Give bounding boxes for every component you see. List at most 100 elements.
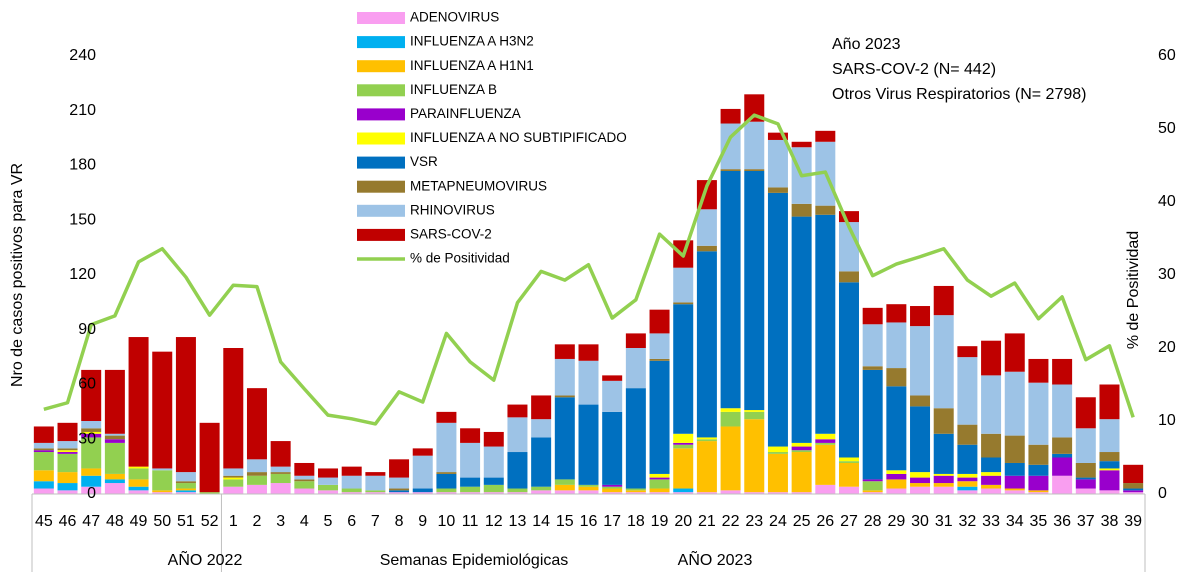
bar-segment xyxy=(910,483,931,487)
bar-segment xyxy=(128,468,149,480)
bar-segment xyxy=(483,477,504,485)
bar-segment xyxy=(104,473,125,480)
bar-segment xyxy=(460,442,481,478)
bar-segment xyxy=(104,439,125,443)
bar-segment xyxy=(246,388,267,460)
bar-segment xyxy=(1123,483,1144,489)
bar-segment xyxy=(104,483,125,494)
bar-segment xyxy=(838,462,859,487)
bar-segment xyxy=(1099,419,1120,453)
bar-segment xyxy=(33,452,54,471)
bar-segment xyxy=(104,435,125,440)
bar-segment xyxy=(128,337,149,467)
bar-segment xyxy=(910,486,931,494)
legend-swatch xyxy=(357,204,405,217)
bar-segment xyxy=(531,395,552,420)
bar-segment xyxy=(791,141,812,148)
x-tick-label: 10 xyxy=(438,513,456,530)
bar-segment xyxy=(554,397,575,480)
x-tick-label: 35 xyxy=(1030,513,1048,530)
x-tick-label: 9 xyxy=(418,513,427,530)
bar-segment xyxy=(436,473,457,489)
bar-segment xyxy=(57,450,78,453)
y2-tick-label: 50 xyxy=(1158,120,1176,137)
bar-segment xyxy=(365,475,386,491)
bar-segment xyxy=(791,442,812,447)
bar-segment xyxy=(507,404,528,418)
bar-segment xyxy=(862,366,883,370)
bar-segment xyxy=(1028,358,1049,383)
bar-segment xyxy=(957,444,978,474)
bar-segment xyxy=(720,411,741,427)
x-tick-label: 13 xyxy=(509,513,527,530)
bar-segment xyxy=(128,479,149,487)
bar-segment xyxy=(1052,384,1073,438)
bar-segment xyxy=(412,492,433,494)
bar-segment xyxy=(720,426,741,491)
y2-tick-label: 60 xyxy=(1158,47,1176,64)
bar-segment xyxy=(791,452,812,493)
bar-segment xyxy=(1123,464,1144,484)
bar-segment xyxy=(175,472,196,482)
y-tick-label: 150 xyxy=(69,211,96,228)
bar-segment xyxy=(1028,444,1049,465)
y-axis-title: Nro de casos positivos para VR xyxy=(9,163,26,387)
bar-segment xyxy=(412,455,433,489)
x-tick-label: 48 xyxy=(106,513,124,530)
bar-segment xyxy=(460,486,481,493)
bar-segment xyxy=(554,479,575,485)
bar-segment xyxy=(862,481,883,491)
legend-label: INFLUENZA A H1N1 xyxy=(410,58,534,73)
bar-segment xyxy=(1099,461,1120,469)
bar-segment xyxy=(981,475,1002,485)
annotation: Otros Virus Respiratorios (N= 2798) xyxy=(832,86,1086,103)
bar-segment xyxy=(365,472,386,476)
bar-segment xyxy=(1052,453,1073,458)
bar-segment xyxy=(696,209,717,246)
bar-segment xyxy=(578,486,599,491)
bar-segment xyxy=(389,488,410,491)
bar-segment xyxy=(673,267,694,303)
bar-segment xyxy=(886,473,907,480)
bar-segment xyxy=(696,437,717,440)
y2-tick-label: 20 xyxy=(1158,339,1176,356)
bar-segment xyxy=(81,431,102,434)
x-tick-label: 16 xyxy=(580,513,598,530)
bar-segment xyxy=(507,417,528,453)
bar-segment xyxy=(815,442,836,445)
bar-segment xyxy=(957,490,978,494)
bar-segment xyxy=(578,360,599,405)
bar-segment xyxy=(957,486,978,491)
bar-segment xyxy=(57,452,78,454)
bar-segment xyxy=(981,340,1002,376)
bar-segment xyxy=(767,192,788,447)
x-tick-label: 18 xyxy=(627,513,645,530)
bar-segment xyxy=(602,484,623,487)
bar-segment xyxy=(483,446,504,478)
bar-segment xyxy=(649,309,670,334)
bar-segment xyxy=(933,483,954,487)
bar-segment xyxy=(223,475,244,478)
bar-segment xyxy=(673,304,694,434)
bar-segment xyxy=(33,450,54,453)
bar-segment xyxy=(602,486,623,489)
x-tick-label: 34 xyxy=(1006,513,1024,530)
bar-segment xyxy=(838,486,859,494)
bar-segment xyxy=(341,492,362,494)
bar-segment xyxy=(1075,479,1096,489)
bar-segment xyxy=(602,492,623,494)
bar-segment xyxy=(341,466,362,476)
y-tick-label: 90 xyxy=(78,321,96,338)
legend-label: ADENOVIRUS xyxy=(410,10,499,25)
bar-segment xyxy=(175,490,196,493)
bar-segment xyxy=(104,369,125,434)
bar-segment xyxy=(175,488,196,491)
bar-segment xyxy=(1075,488,1096,494)
bar-segment xyxy=(318,484,339,491)
bar-segment xyxy=(862,490,883,493)
bar-segment xyxy=(223,468,244,476)
bar-segment xyxy=(1123,492,1144,494)
bar-segment xyxy=(1004,371,1025,436)
bar-segment xyxy=(152,492,173,494)
legend-swatch xyxy=(357,156,405,169)
